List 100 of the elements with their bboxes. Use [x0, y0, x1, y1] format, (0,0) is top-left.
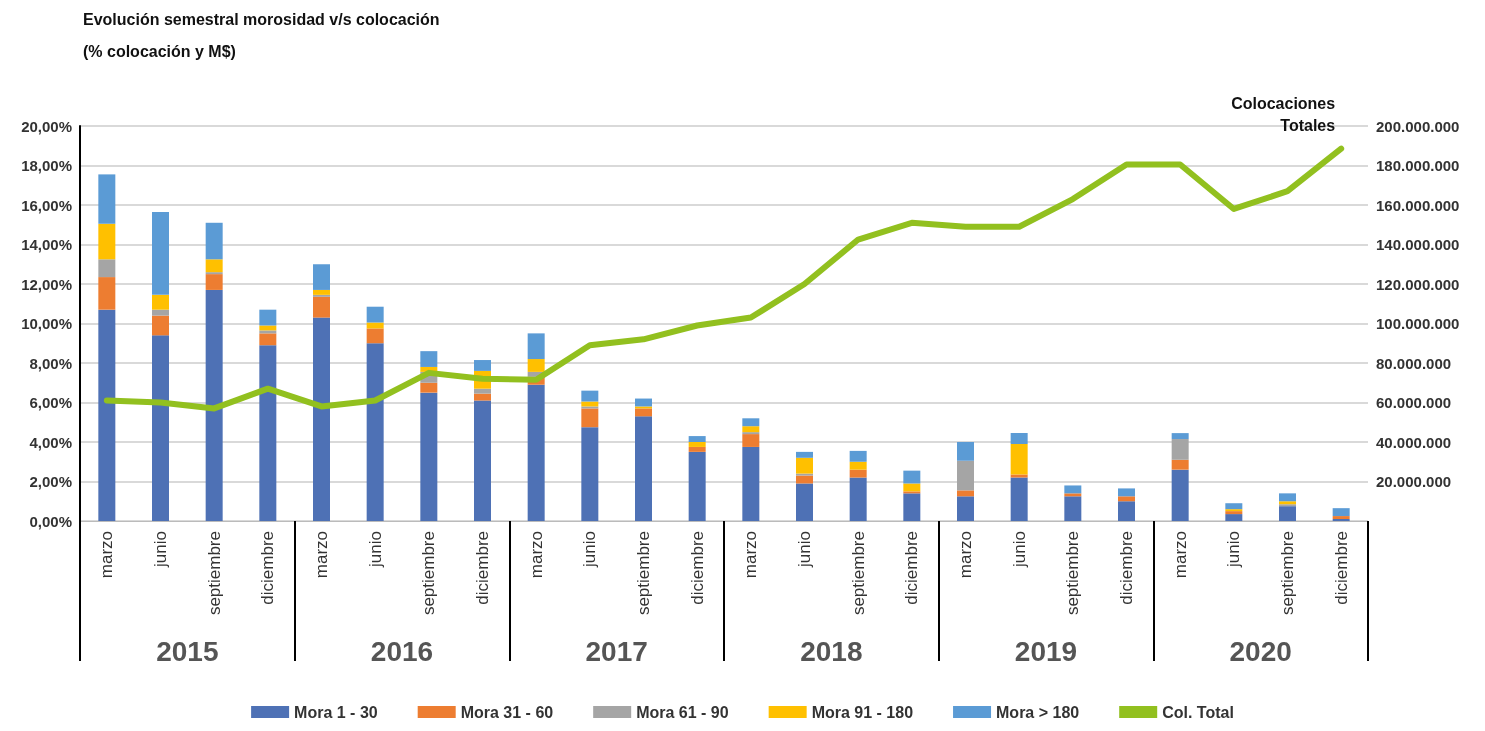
- y2-tick-label: 20.000.000: [1376, 473, 1452, 490]
- bar: [259, 330, 277, 334]
- bar: [1010, 477, 1028, 521]
- x-tick-label: diciembre: [687, 531, 707, 605]
- y-tick-label: 18,00%: [21, 157, 72, 174]
- x-tick-label: marzo: [1170, 531, 1190, 579]
- bar: [313, 317, 330, 521]
- x-tick-label: junio: [1224, 531, 1244, 568]
- bar: [259, 325, 277, 331]
- y2-tick-label: 120.000.000: [1376, 275, 1460, 293]
- x-tick-label: diciembre: [902, 531, 922, 605]
- y2-tick-label: 160.000.000: [1376, 196, 1460, 214]
- y2-tick-label: 100.000.000: [1376, 315, 1460, 332]
- bar: [1171, 469, 1189, 521]
- legend-label: Mora 61 - 90: [636, 703, 729, 721]
- bar: [205, 274, 223, 290]
- y2-tick-label: 180.000.000: [1376, 157, 1460, 174]
- bar: [903, 483, 921, 492]
- text: 2016: [370, 635, 434, 667]
- bar: [527, 384, 545, 521]
- bar: [796, 483, 813, 521]
- bar: [259, 333, 277, 346]
- bar: [1279, 506, 1296, 521]
- bar: [635, 408, 652, 417]
- bar: [903, 493, 921, 521]
- bar: [849, 461, 867, 470]
- bar: [849, 469, 867, 478]
- x-tick-label: septiembre: [634, 531, 653, 616]
- y2-tick-label: 80.000.000: [1376, 354, 1452, 372]
- bar: [581, 408, 599, 428]
- bar: [205, 289, 223, 521]
- y-tick-label: 12,00%: [21, 275, 72, 293]
- y2-tick-label: 40.000.000: [1376, 433, 1452, 451]
- bar: [1171, 433, 1189, 440]
- bar: [366, 306, 384, 323]
- y-tick-label: 14,00%: [21, 236, 72, 253]
- x-tick-label: marzo: [526, 531, 546, 579]
- bar: [581, 427, 599, 521]
- legend-label: Mora > 180: [996, 703, 1080, 721]
- bar: [98, 277, 116, 310]
- x-tick-label: diciembre: [473, 531, 492, 605]
- bar: [957, 442, 974, 461]
- bar: [313, 296, 330, 318]
- x-tick-label: septiembre: [848, 531, 868, 616]
- bar: [1118, 488, 1135, 497]
- bar: [635, 416, 652, 521]
- y-tick-label: 4,00%: [29, 433, 72, 451]
- bar: [688, 436, 706, 442]
- bar: [1332, 508, 1350, 517]
- bar: [152, 315, 169, 336]
- legend-label: Mora 91 - 180: [811, 703, 914, 721]
- x-tick-label: septiembre: [419, 531, 439, 616]
- y2-tick-label: 60.000.000: [1376, 394, 1452, 411]
- bar: [313, 264, 330, 290]
- bar: [98, 223, 116, 260]
- bar: [796, 451, 813, 458]
- bar: [98, 259, 116, 278]
- bar: [1118, 501, 1135, 521]
- x-tick-label: marzo: [97, 531, 117, 579]
- y2-tick-label: 200.000.000: [1376, 117, 1460, 135]
- bar: [1010, 443, 1028, 475]
- x-tick-label: septiembre: [1063, 531, 1083, 616]
- bar: [849, 450, 867, 462]
- bar: [796, 457, 813, 474]
- annotation: Colocaciones Totales: [1231, 95, 1336, 135]
- bar: [527, 333, 545, 360]
- x-tick-label: junio: [151, 531, 170, 568]
- x-tick-label: septiembre: [204, 531, 224, 616]
- bar: [259, 345, 277, 521]
- chart-subtitle: (% colocación y M$): [83, 42, 236, 60]
- y-tick-label: 10,00%: [21, 315, 72, 332]
- bar: [205, 222, 223, 260]
- y-tick-label: 6,00%: [29, 394, 72, 411]
- y2-tick-label: 140.000.000: [1376, 236, 1460, 253]
- bar: [957, 496, 974, 521]
- text: 2020: [1229, 635, 1292, 667]
- x-tick-label: diciembre: [1331, 531, 1351, 605]
- x-tick-label: marzo: [741, 531, 761, 579]
- bar: [688, 446, 706, 452]
- text: 2018: [800, 635, 863, 667]
- bar: [688, 451, 706, 521]
- bar: [903, 470, 921, 484]
- bar: [420, 382, 438, 393]
- x-tick-label: junio: [795, 531, 814, 568]
- bar: [474, 388, 491, 394]
- bar: [313, 289, 330, 295]
- bar: [98, 174, 116, 224]
- bar: [152, 309, 169, 316]
- bar: [742, 418, 760, 427]
- x-tick-label: marzo: [312, 531, 331, 579]
- y-tick-label: 16,00%: [21, 196, 72, 214]
- bar: [1010, 474, 1028, 478]
- bar: [1279, 493, 1296, 502]
- bar: [1225, 514, 1243, 521]
- bar: [152, 335, 169, 521]
- bar: [742, 434, 760, 447]
- bar: [205, 259, 223, 273]
- text: 2017: [585, 635, 648, 667]
- bar: [152, 294, 169, 310]
- x-tick-label: diciembre: [258, 531, 278, 605]
